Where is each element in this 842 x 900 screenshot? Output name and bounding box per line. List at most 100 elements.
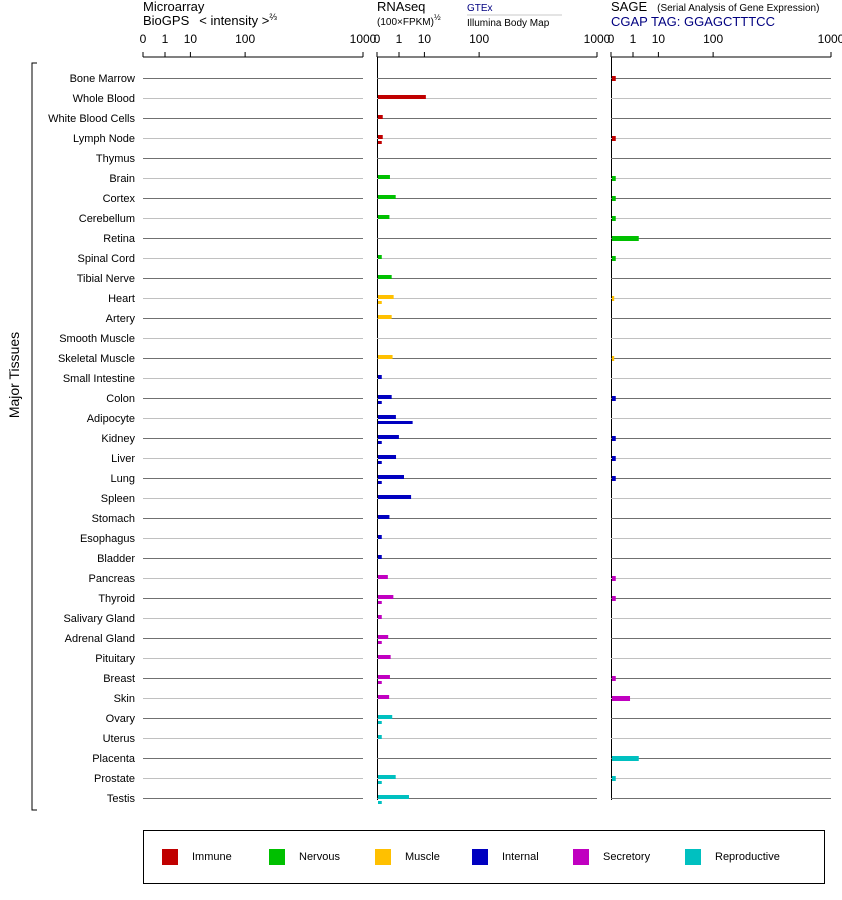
bar-rnaseq-ibm (378, 481, 382, 484)
bar-sage (612, 396, 616, 401)
bar-sage (612, 596, 616, 601)
tissue-label: White Blood Cells (48, 113, 135, 125)
bar-rnaseq (378, 275, 392, 279)
bar-rnaseq (378, 655, 391, 659)
bar-rnaseq-ibm (378, 681, 382, 684)
tissue-label: Heart (108, 293, 135, 305)
sage-note: (Serial Analysis of Gene Expression) (657, 3, 819, 14)
legend-swatch (375, 849, 391, 866)
rnaseq-source-gtex: GTEx (467, 3, 493, 14)
tissue-row: Whole Blood (73, 93, 831, 105)
tissue-label: Small Intestine (63, 373, 135, 385)
tissue-row: Prostate (94, 773, 831, 785)
legend-label: Reproductive (715, 851, 780, 864)
microarray-tick-label: 1000 (350, 32, 377, 46)
bar-rnaseq-ibm (378, 641, 382, 644)
tissue-row: Small Intestine (63, 373, 831, 385)
bar-sage (612, 756, 639, 761)
bar-rnaseq (378, 215, 390, 219)
bar-sage (612, 576, 616, 581)
tissue-label: Stomach (92, 513, 135, 525)
bar-rnaseq-ibm (378, 441, 382, 444)
rnaseq-source-ibm: Illumina Body Map (467, 18, 550, 29)
bar-rnaseq-ibm (378, 401, 382, 404)
tissue-row: Tibial Nerve (77, 273, 831, 285)
bar-sage (612, 256, 616, 261)
tissue-label: Uterus (103, 733, 136, 745)
rnaseq-unit: (100×FPKM)½ (377, 13, 441, 28)
tissue-row: Cerebellum (79, 213, 831, 225)
tissue-row: White Blood Cells (48, 113, 831, 125)
microarray-tick-label: 100 (235, 32, 255, 46)
bar-sage (612, 436, 616, 441)
rnaseq-tick-label: 1 (396, 32, 403, 46)
bar-sage (612, 216, 616, 221)
tissue-label: Artery (106, 313, 136, 325)
bar-rnaseq (378, 375, 382, 379)
rnaseq-tick-label: 100 (469, 32, 489, 46)
legend-swatch (685, 849, 701, 866)
sage-tick-label: 0 (608, 32, 615, 46)
tissue-label: Lung (111, 473, 135, 485)
tissue-row: Liver (111, 453, 831, 465)
rows: Bone Marrow Whole Blood White Blood Cells L… (48, 73, 831, 805)
tissue-label: Cortex (103, 193, 136, 205)
bar-sage (612, 236, 639, 241)
tissue-label: Esophagus (80, 533, 136, 545)
legend-label: Secretory (603, 851, 651, 864)
tissue-row: Testis (107, 793, 831, 805)
tissue-row: Esophagus (80, 533, 831, 545)
y-group-bracket (31, 62, 37, 811)
legend-swatch (573, 849, 589, 866)
rnaseq-tick-label: 1000 (584, 32, 611, 46)
bar-rnaseq (378, 615, 382, 619)
bar-sage (612, 776, 616, 781)
bar-sage (612, 456, 616, 461)
tissue-label: Bone Marrow (70, 73, 135, 85)
bar-rnaseq (378, 495, 412, 499)
bar-rnaseq (378, 115, 383, 119)
sage-tag: CGAP TAG: GGAGCTTTCC (611, 14, 775, 29)
tissue-label: Ovary (106, 713, 136, 725)
tissue-label: Skeletal Muscle (58, 353, 135, 365)
tissue-label: Salivary Gland (63, 613, 135, 625)
bar-rnaseq (378, 435, 399, 439)
bar-rnaseq (378, 395, 392, 399)
bar-rnaseq (378, 775, 396, 779)
bar-rnaseq (378, 95, 426, 99)
tissue-row: Skeletal Muscle (58, 353, 831, 365)
bars (378, 76, 639, 804)
bar-rnaseq-ibm (378, 601, 382, 604)
legend-label: Nervous (299, 851, 340, 864)
tissue-row: Bone Marrow (70, 73, 831, 85)
bar-sage (612, 176, 616, 181)
legend-item-nervous: Nervous (269, 849, 340, 866)
tissue-row: Placenta (92, 753, 831, 765)
tissue-label: Retina (103, 233, 136, 245)
tissue-row: Adipocyte (87, 413, 831, 425)
sage-title: SAGE (Serial Analysis of Gene Expression) (611, 0, 819, 14)
bar-rnaseq (378, 315, 392, 319)
tissue-row: Artery (106, 313, 831, 325)
bar-rnaseq (378, 735, 382, 739)
bar-sage (612, 296, 615, 301)
bar-rnaseq-ibm (378, 461, 382, 464)
sage-tick-label: 100 (703, 32, 723, 46)
bar-rnaseq-ibm (378, 421, 413, 424)
microarray-tick-label: 10 (184, 32, 198, 46)
tissue-row: Pancreas (89, 573, 831, 585)
tissue-row: Brain (109, 173, 831, 185)
bar-rnaseq (378, 535, 382, 539)
tissue-label: Lymph Node (73, 133, 135, 145)
tissue-label: Prostate (94, 773, 135, 785)
tissue-label: Breast (103, 673, 135, 685)
tissue-label: Adrenal Gland (65, 633, 135, 645)
bar-sage (612, 356, 615, 361)
tissue-row: Stomach (92, 513, 831, 525)
tissue-label: Thymus (96, 153, 136, 165)
tissue-label: Pancreas (89, 573, 136, 585)
tissue-row: Uterus (103, 733, 831, 745)
legend-item-reproductive: Reproductive (685, 849, 780, 866)
tissue-label: Liver (111, 453, 135, 465)
